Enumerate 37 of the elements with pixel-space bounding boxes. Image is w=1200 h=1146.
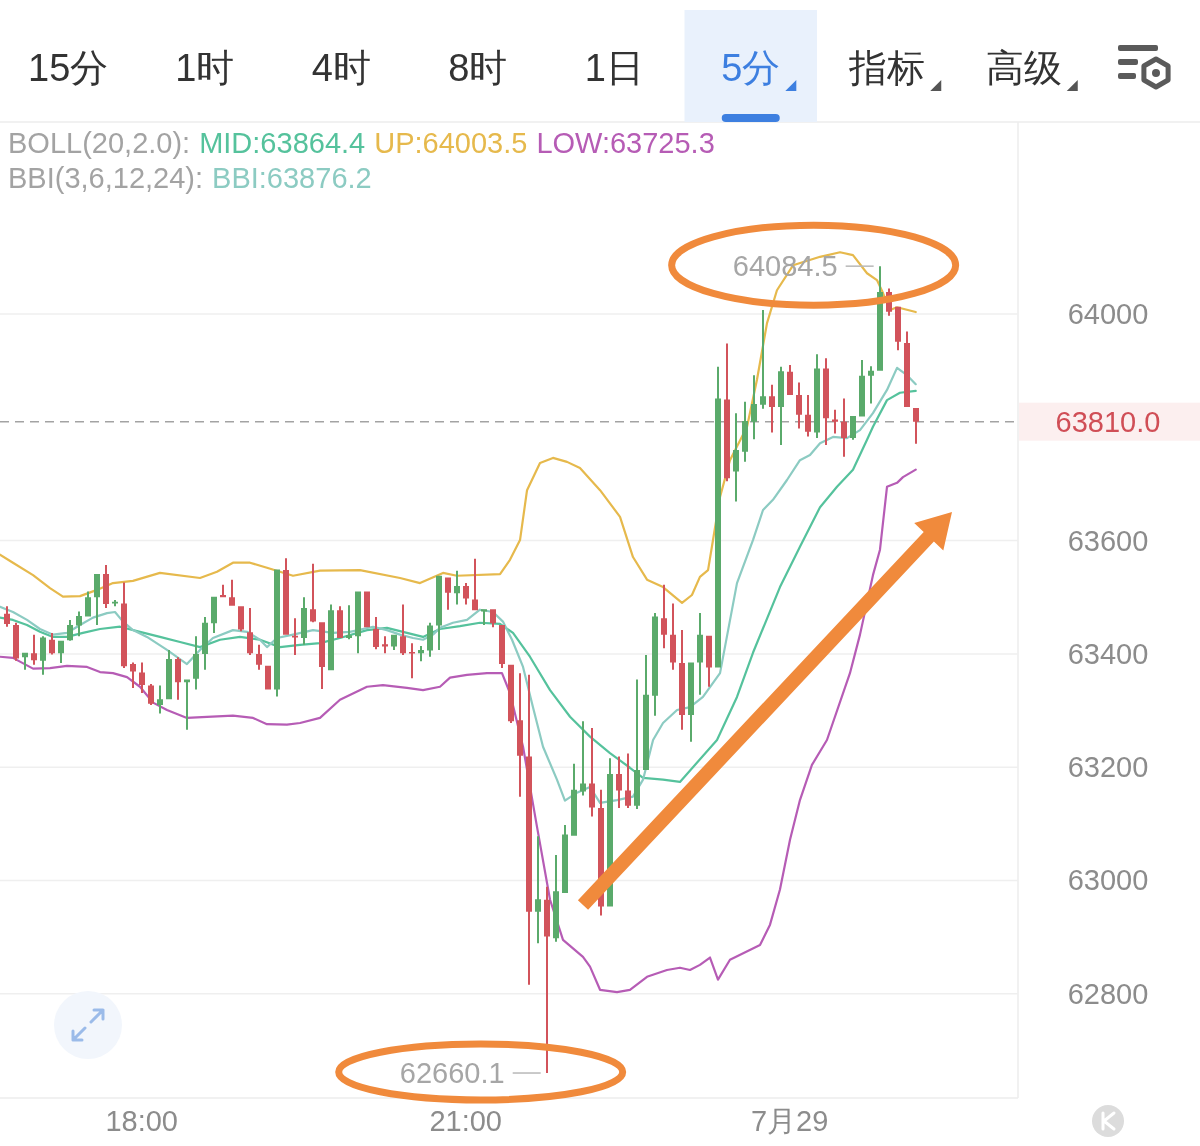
candlestick: [292, 618, 298, 656]
annotation: BBI(3,6,12,24):: [8, 162, 204, 194]
y-tick-label: 63000: [1067, 864, 1149, 897]
category-label: 8时: [448, 47, 508, 89]
line-series: [0, 251, 917, 605]
category-label: 高级: [985, 47, 1062, 89]
text: UP:64003.5: [374, 127, 528, 159]
annotation: BOLL(20,2.0):: [8, 127, 191, 159]
text: MID:63864.4: [199, 127, 366, 159]
candlestick: [535, 836, 541, 944]
y-tick-label: 63810.0: [1055, 405, 1161, 438]
y-tick-label: 64000: [1067, 298, 1149, 331]
text: BBI:63876.2: [212, 162, 372, 194]
candlestick: [184, 679, 190, 730]
y-tick-label: 63600: [1067, 524, 1149, 557]
category-label: 4时: [311, 47, 371, 89]
x-tick-label: 18:00: [105, 1105, 178, 1137]
candlestick: [409, 643, 415, 679]
candlestick: [832, 409, 838, 434]
category-label: 指标: [848, 47, 926, 89]
annotation: 62660.1: [399, 1057, 505, 1090]
y-tick-label: 63200: [1067, 751, 1149, 784]
category-label: 1时: [175, 47, 235, 89]
candlestick: [760, 310, 766, 409]
candlestick: [382, 636, 388, 654]
y-tick-label: 62800: [1067, 977, 1149, 1010]
x-tick-label: 21:00: [429, 1105, 502, 1137]
category-label: 1日: [584, 47, 644, 89]
y-tick-label: 63400: [1067, 637, 1149, 670]
candlestick: [580, 721, 586, 796]
category-label: 5分: [721, 47, 781, 89]
x-tick-label: 7月29: [750, 1105, 829, 1137]
category-label: 15分: [28, 47, 109, 89]
text: LOW:63725.3: [536, 127, 715, 159]
candlestick: [346, 605, 352, 640]
line-series: [0, 468, 917, 994]
candlestick: [868, 366, 874, 404]
